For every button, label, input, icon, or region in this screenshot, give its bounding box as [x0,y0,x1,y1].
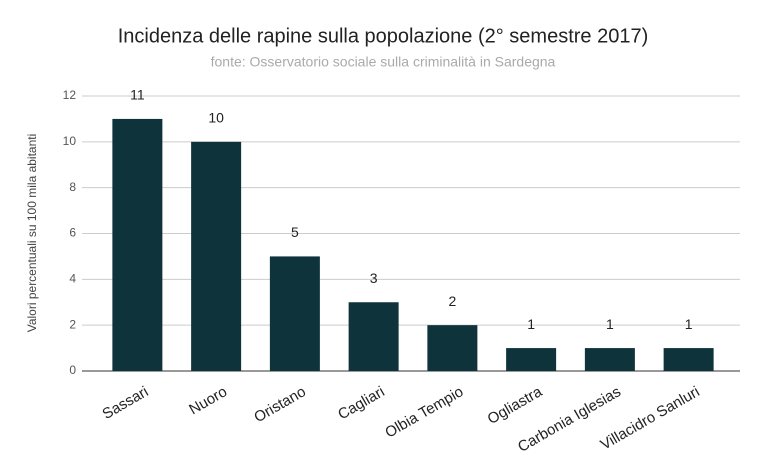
bar [506,348,557,371]
value-label: 3 [370,270,378,286]
y-tick-label: 12 [63,88,77,102]
chart-subtitle: fonte: Osservatorio sociale sulla crimin… [211,54,556,70]
value-label: 11 [130,87,145,103]
value-label: 2 [448,293,456,309]
y-axis-title: Valori percentuali su 100 mila abitanti [25,134,39,333]
bar [191,141,242,371]
bar [663,348,714,371]
value-label: 1 [606,316,614,332]
value-label: 5 [291,224,299,240]
bar [348,302,399,371]
y-tick-label: 8 [69,180,76,194]
value-label: 10 [208,110,224,126]
bar [584,348,635,371]
y-tick-label: 6 [69,226,76,240]
bar [269,256,320,371]
y-tick-label: 0 [69,363,76,377]
value-label: 1 [527,316,535,332]
bar [427,325,478,371]
chart-title: Incidenza delle rapine sulla popolazione… [118,25,649,47]
y-tick-label: 10 [63,134,77,148]
y-tick-label: 2 [69,317,76,331]
value-label: 1 [685,316,693,332]
bar [112,118,163,372]
y-tick-label: 4 [69,272,76,286]
